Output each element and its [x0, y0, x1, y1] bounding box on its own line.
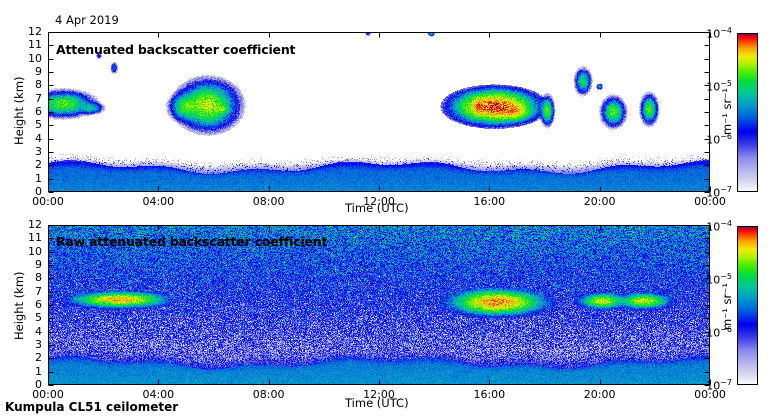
colorbar-tick-cb1-10⁻⁴: 10−4 [706, 26, 732, 41]
colorbar-tick-cb2-10⁻⁷: 10−7 [706, 378, 732, 393]
xtick-label-p1-1: 04:00 [142, 195, 175, 208]
ytick-label-p1-6: 6 [35, 105, 42, 118]
date-label: 4 Apr 2019 [55, 13, 119, 27]
xtick-label-p2-2: 08:00 [252, 388, 285, 401]
colorbar-label-panel-1: m⁻¹ sr⁻¹ [720, 88, 734, 135]
xtick-label-p2-6: 00:00 [694, 388, 726, 401]
ytick-label-p1-4: 4 [35, 131, 42, 145]
ytick-label-p1-11: 11 [28, 38, 42, 52]
ytick-label-p2-2: 2 [35, 351, 42, 365]
ytick-label-p2-10: 10 [28, 244, 42, 258]
xaxis-label-panel-2: Time (UTC) [345, 396, 409, 410]
xtick-label-p1-5: 20:00 [583, 195, 616, 208]
xtick-label-p2-3: 12:00 [363, 388, 395, 401]
xaxis-label-panel-1: Time (UTC) [345, 201, 409, 215]
ytick-label-p2-12: 12 [28, 218, 42, 231]
xtick-label-p2-0: 00:00 [32, 388, 64, 401]
colorbar-tick-cb1-10⁻⁶: 10−6 [706, 132, 732, 147]
colorbar-tick-cb1-10⁻⁵: 10−5 [706, 79, 732, 94]
ytick-label-p1-12: 12 [28, 25, 42, 38]
colorbar-tick-cb2-10⁻⁶: 10−6 [706, 325, 732, 340]
ytick-label-p2-6: 6 [35, 298, 42, 311]
ytick-label-p1-10: 10 [28, 51, 42, 65]
ytick-label-p1-5: 5 [35, 118, 42, 132]
colorbar-tick-cb1-10⁻⁷: 10−7 [706, 185, 732, 200]
ytick-label-p1-1: 1 [35, 171, 42, 185]
xtick-label-p2-4: 16:00 [473, 388, 506, 401]
xtick-label-p1-4: 16:00 [473, 195, 506, 208]
xtick-label-p1-6: 00:00 [694, 195, 726, 208]
colorbar-tick-cb2-10⁻⁵: 10−5 [706, 272, 732, 287]
ytick-label-p2-4: 4 [35, 324, 42, 338]
ytick-label-p2-3: 3 [35, 338, 42, 351]
ytick-label-p2-9: 9 [35, 258, 42, 271]
xtick-label-p1-3: 12:00 [363, 195, 395, 208]
xtick-label-p1-2: 08:00 [252, 195, 285, 208]
xtick-label-p2-5: 20:00 [583, 388, 616, 401]
ytick-label-p1-2: 2 [35, 158, 42, 172]
ytick-label-p1-9: 9 [35, 65, 42, 78]
ytick-label-p2-1: 1 [35, 364, 42, 378]
ytick-label-p2-8: 8 [35, 271, 42, 285]
ytick-label-p1-7: 7 [35, 91, 42, 105]
xtick-label-p1-0: 00:00 [32, 195, 64, 208]
yaxis-label-panel-1: Height (km) [12, 76, 26, 145]
ytick-label-p1-3: 3 [35, 145, 42, 158]
xtick-label-p2-1: 04:00 [142, 388, 175, 401]
ytick-label-p2-7: 7 [35, 284, 42, 298]
colorbar-tick-cb2-10⁻⁴: 10−4 [706, 219, 732, 234]
ytick-label-p2-11: 11 [28, 231, 42, 245]
ytick-label-p2-0: 0 [35, 378, 42, 391]
footer-instrument-label: Kumpula CL51 ceilometer [5, 400, 179, 414]
yaxis-label-panel-2: Height (km) [12, 271, 26, 340]
ytick-label-p2-5: 5 [35, 311, 42, 325]
ytick-label-p1-8: 8 [35, 78, 42, 92]
panel-title-attenuated-backscatter: Attenuated backscatter coefficient [56, 42, 296, 57]
colorbar-label-panel-2: m⁻¹ sr⁻¹ [720, 283, 734, 330]
panel-title-raw-attenuated-backscatter: Raw attenuated backscatter coefficient [56, 234, 328, 249]
ytick-label-p1-0: 0 [35, 185, 42, 198]
